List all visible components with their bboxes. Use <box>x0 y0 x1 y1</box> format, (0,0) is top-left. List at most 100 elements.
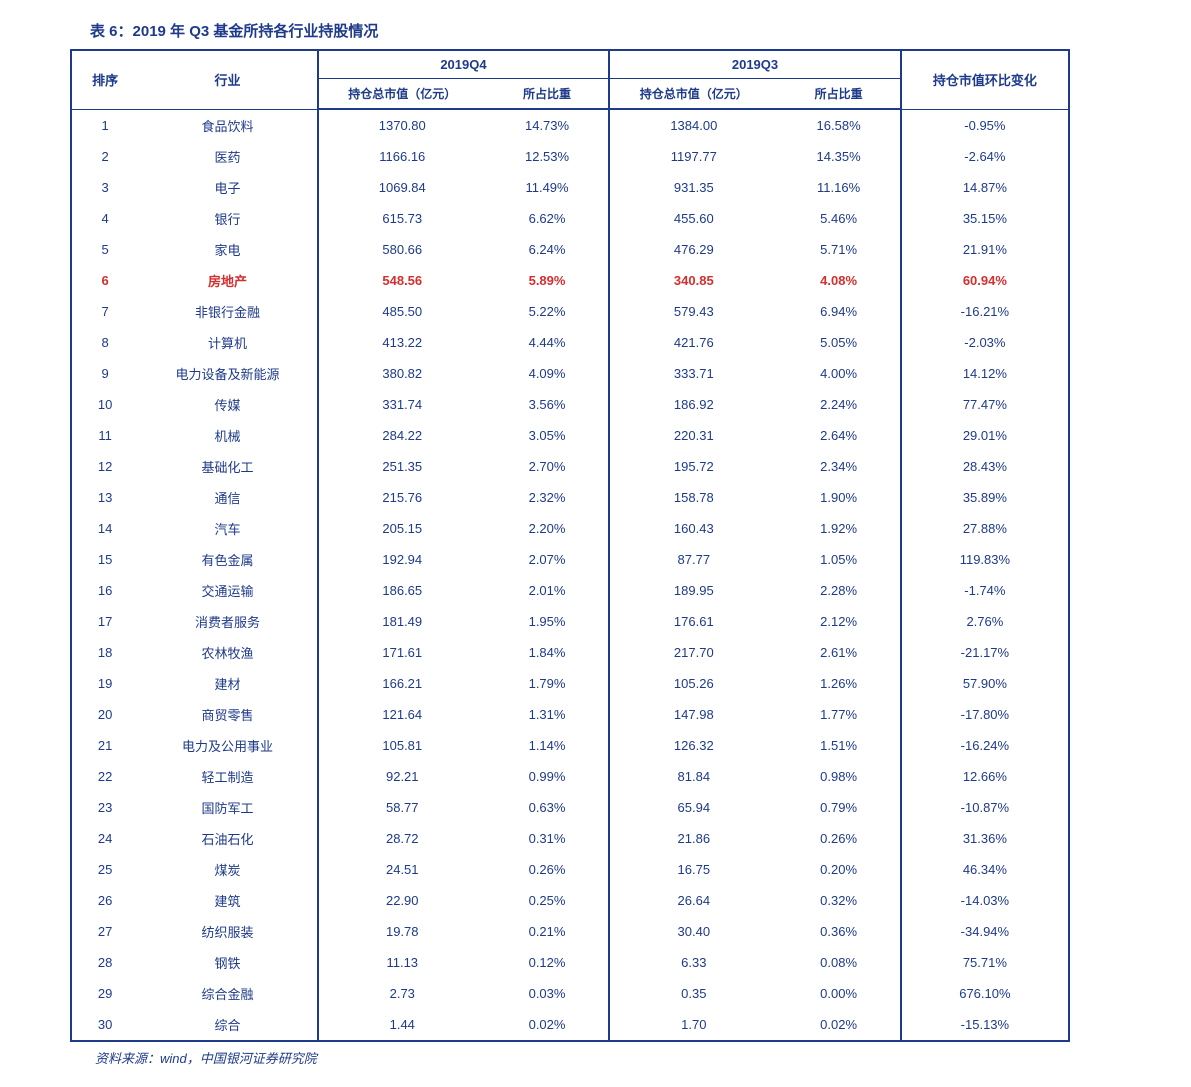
cell-q3p: 0.98% <box>777 761 900 792</box>
cell-q3p: 1.51% <box>777 730 900 761</box>
cell-q3p: 0.02% <box>777 1009 900 1041</box>
cell-industry: 消费者服务 <box>138 606 317 637</box>
cell-q4p: 0.21% <box>486 916 609 947</box>
cell-q3v: 476.29 <box>609 234 777 265</box>
table-row: 8计算机413.224.44%421.765.05%-2.03% <box>71 327 1069 358</box>
cell-q4v: 284.22 <box>318 420 486 451</box>
col-q3-weight: 所占比重 <box>777 79 900 110</box>
cell-chg: 119.83% <box>901 544 1069 575</box>
table-row: 19建材166.211.79%105.261.26%57.90% <box>71 668 1069 699</box>
cell-rank: 11 <box>71 420 138 451</box>
cell-q4v: 615.73 <box>318 203 486 234</box>
cell-q3v: 455.60 <box>609 203 777 234</box>
cell-chg: 676.10% <box>901 978 1069 1009</box>
table-row: 25煤炭24.510.26%16.750.20%46.34% <box>71 854 1069 885</box>
cell-q3p: 1.26% <box>777 668 900 699</box>
cell-q4p: 1.79% <box>486 668 609 699</box>
cell-q3p: 0.00% <box>777 978 900 1009</box>
cell-q3v: 6.33 <box>609 947 777 978</box>
cell-q3v: 126.32 <box>609 730 777 761</box>
cell-q3v: 147.98 <box>609 699 777 730</box>
cell-q4v: 166.21 <box>318 668 486 699</box>
cell-rank: 6 <box>71 265 138 296</box>
cell-industry: 建筑 <box>138 885 317 916</box>
cell-q3v: 1.70 <box>609 1009 777 1041</box>
col-q4-value: 持仓总市值（亿元） <box>318 79 486 110</box>
cell-q4p: 3.56% <box>486 389 609 420</box>
cell-industry: 电子 <box>138 172 317 203</box>
table-row: 12基础化工251.352.70%195.722.34%28.43% <box>71 451 1069 482</box>
cell-rank: 24 <box>71 823 138 854</box>
cell-q4v: 1370.80 <box>318 109 486 141</box>
cell-q3p: 0.08% <box>777 947 900 978</box>
table-row: 16交通运输186.652.01%189.952.28%-1.74% <box>71 575 1069 606</box>
cell-chg: 28.43% <box>901 451 1069 482</box>
cell-industry: 食品饮料 <box>138 109 317 141</box>
cell-rank: 8 <box>71 327 138 358</box>
cell-q3v: 186.92 <box>609 389 777 420</box>
cell-industry: 电力及公用事业 <box>138 730 317 761</box>
cell-q3v: 158.78 <box>609 482 777 513</box>
cell-rank: 19 <box>71 668 138 699</box>
cell-q3p: 2.64% <box>777 420 900 451</box>
cell-chg: 12.66% <box>901 761 1069 792</box>
cell-q4p: 1.14% <box>486 730 609 761</box>
cell-q4v: 580.66 <box>318 234 486 265</box>
cell-q4p: 0.12% <box>486 947 609 978</box>
cell-q4v: 171.61 <box>318 637 486 668</box>
cell-industry: 建材 <box>138 668 317 699</box>
cell-q4v: 548.56 <box>318 265 486 296</box>
cell-q3p: 2.34% <box>777 451 900 482</box>
cell-q3p: 4.00% <box>777 358 900 389</box>
table-row: 18农林牧渔171.611.84%217.702.61%-21.17% <box>71 637 1069 668</box>
cell-chg: -16.21% <box>901 296 1069 327</box>
cell-q3p: 1.05% <box>777 544 900 575</box>
cell-rank: 18 <box>71 637 138 668</box>
cell-chg: -1.74% <box>901 575 1069 606</box>
cell-chg: 77.47% <box>901 389 1069 420</box>
cell-chg: 75.71% <box>901 947 1069 978</box>
cell-industry: 钢铁 <box>138 947 317 978</box>
cell-industry: 纺织服装 <box>138 916 317 947</box>
table-row: 7非银行金融485.505.22%579.436.94%-16.21% <box>71 296 1069 327</box>
cell-industry: 电力设备及新能源 <box>138 358 317 389</box>
cell-q3v: 26.64 <box>609 885 777 916</box>
cell-industry: 石油石化 <box>138 823 317 854</box>
cell-rank: 14 <box>71 513 138 544</box>
cell-q4v: 22.90 <box>318 885 486 916</box>
cell-industry: 基础化工 <box>138 451 317 482</box>
cell-industry: 煤炭 <box>138 854 317 885</box>
cell-chg: 14.87% <box>901 172 1069 203</box>
cell-q4p: 0.02% <box>486 1009 609 1041</box>
cell-q3p: 14.35% <box>777 141 900 172</box>
cell-industry: 国防军工 <box>138 792 317 823</box>
cell-chg: 35.15% <box>901 203 1069 234</box>
cell-q3v: 105.26 <box>609 668 777 699</box>
cell-chg: 27.88% <box>901 513 1069 544</box>
cell-q4v: 251.35 <box>318 451 486 482</box>
cell-rank: 9 <box>71 358 138 389</box>
cell-chg: -16.24% <box>901 730 1069 761</box>
table-row: 14汽车205.152.20%160.431.92%27.88% <box>71 513 1069 544</box>
cell-q3v: 931.35 <box>609 172 777 203</box>
table-row: 4银行615.736.62%455.605.46%35.15% <box>71 203 1069 234</box>
table-row: 17消费者服务181.491.95%176.612.12%2.76% <box>71 606 1069 637</box>
cell-rank: 5 <box>71 234 138 265</box>
holdings-table: 排序 行业 2019Q4 2019Q3 持仓市值环比变化 持仓总市值（亿元） 所… <box>70 49 1070 1042</box>
col-q3-value: 持仓总市值（亿元） <box>609 79 777 110</box>
cell-q4v: 205.15 <box>318 513 486 544</box>
cell-industry: 计算机 <box>138 327 317 358</box>
table-row: 29综合金融2.730.03%0.350.00%676.10% <box>71 978 1069 1009</box>
cell-q3v: 1384.00 <box>609 109 777 141</box>
cell-q4v: 380.82 <box>318 358 486 389</box>
table-row: 20商贸零售121.641.31%147.981.77%-17.80% <box>71 699 1069 730</box>
cell-q3v: 81.84 <box>609 761 777 792</box>
cell-q4v: 1.44 <box>318 1009 486 1041</box>
cell-industry: 有色金属 <box>138 544 317 575</box>
cell-industry: 非银行金融 <box>138 296 317 327</box>
cell-q3p: 4.08% <box>777 265 900 296</box>
cell-q4p: 0.99% <box>486 761 609 792</box>
cell-q4p: 14.73% <box>486 109 609 141</box>
cell-q4v: 485.50 <box>318 296 486 327</box>
cell-q4p: 2.32% <box>486 482 609 513</box>
